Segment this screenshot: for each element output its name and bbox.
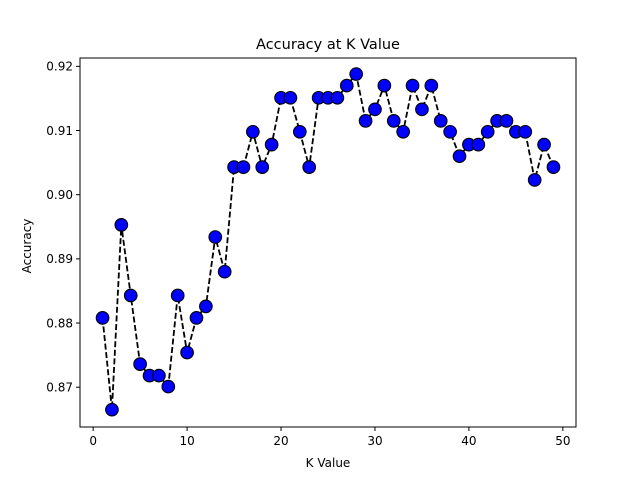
data-point [452,149,467,164]
y-tick-label: 0.90 [46,188,73,202]
data-point [396,124,411,139]
plot-frame [79,57,577,428]
y-tick-label: 0.92 [46,60,73,74]
x-tick-label: 50 [555,434,570,448]
y-tick-label: 0.89 [46,252,73,266]
data-point [377,78,392,93]
data-point [386,114,401,128]
plot-area: 0 10 20 30 40 50 0.87 0.88 0.89 0.90 0.91 0.92 [46,57,577,448]
data-point [292,124,307,139]
y-tick-label: 0.91 [46,124,73,138]
data-point [480,124,495,139]
data-point [527,173,542,187]
data-point [152,368,166,383]
data-point [339,78,354,93]
data-point [217,264,232,279]
data-point [302,160,317,174]
data-point [330,90,345,105]
data-point [358,114,373,128]
y-axis-title: Accuracy [20,219,34,274]
data-point [95,311,110,325]
x-tick-label: 30 [367,434,382,448]
data-point [546,160,561,174]
x-tick-label: 0 [89,434,97,448]
data-point [246,124,260,139]
data-point [161,379,176,394]
x-axis-title: K Value [306,456,351,470]
data-point [424,78,439,93]
data-point [133,357,147,371]
data-point [368,102,382,117]
data-point [405,78,420,93]
data-point [415,102,429,117]
data-point [433,114,448,128]
data-point [105,402,119,417]
data-point [180,345,194,360]
x-tick-label: 40 [461,434,476,448]
data-point [199,299,213,314]
data-point [189,311,204,325]
chart-title: Accuracy at K Value [256,37,400,53]
x-tick-label: 10 [179,434,194,448]
data-point [264,137,279,152]
data-point [123,288,138,303]
data-point [443,124,457,139]
data-point [349,67,364,81]
data-point [170,288,185,303]
data-point [499,114,514,128]
data-point [537,137,551,152]
data-point [255,160,270,174]
data-point [471,137,486,152]
x-tick-label: 20 [273,434,288,448]
data-point [518,124,533,139]
data-point [283,90,298,105]
y-tick-label: 0.87 [46,381,73,395]
data-point [236,160,251,174]
y-tick-label: 0.88 [46,316,73,330]
data-point [208,230,223,244]
data-point [114,218,129,232]
